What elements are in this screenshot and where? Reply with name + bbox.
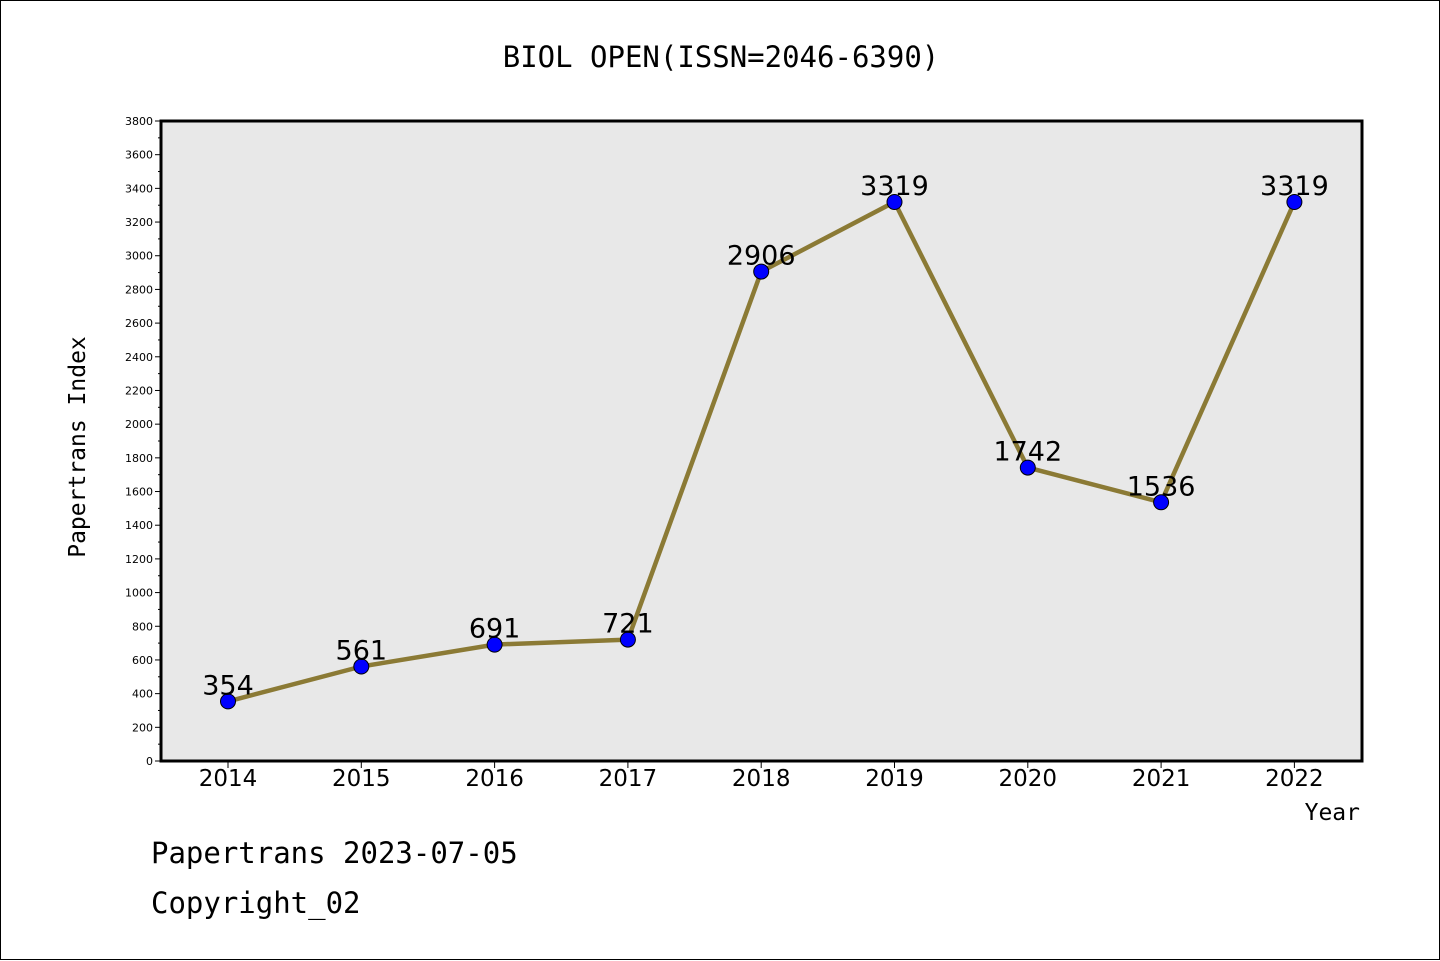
x-tick-label: 2014 [199, 766, 258, 792]
y-tick-label: 2800 [125, 283, 153, 296]
x-tick-label: 2018 [732, 766, 791, 792]
data-label: 2906 [727, 241, 796, 272]
x-tick-label: 2016 [465, 766, 524, 792]
x-tick-label: 2017 [599, 766, 658, 792]
footer-date: Papertrans 2023-07-05 [151, 836, 518, 870]
y-axis-label: Papertrans Index [65, 336, 91, 558]
data-label: 691 [469, 614, 521, 645]
data-point [1153, 494, 1170, 511]
y-tick-label: 800 [132, 620, 153, 633]
y-tick-label: 3800 [125, 115, 153, 128]
data-point [1019, 459, 1036, 476]
y-axis: 0 200 400 600 800 1000 1200 1400 1600 1800 2000 220… [125, 115, 161, 768]
x-tick-label: 2015 [332, 766, 391, 792]
data-point [886, 194, 903, 211]
data-point [753, 263, 770, 280]
chart-title: BIOL OPEN(ISSN=2046-6390) [503, 40, 940, 74]
series-layer: 354 561 691 721 2906 3319 1742 1536 3319 [202, 171, 1329, 710]
data-point [619, 631, 636, 648]
x-tick-label: 2019 [865, 766, 924, 792]
y-tick-label: 2200 [125, 384, 153, 397]
data-label: 721 [602, 609, 654, 640]
x-tick-label: 2021 [1132, 766, 1191, 792]
data-label: 354 [202, 670, 254, 701]
y-tick-label: 2400 [125, 351, 153, 364]
data-label: 3319 [1260, 171, 1329, 202]
y-tick-label: 200 [132, 721, 153, 734]
y-tick-label: 2600 [125, 317, 153, 330]
data-label: 1742 [993, 437, 1062, 468]
x-axis-label: Year [1305, 800, 1360, 826]
y-tick-label: 400 [132, 688, 153, 701]
plot-border [159, 119, 1364, 763]
data-point [220, 693, 236, 710]
y-tick-label: 0 [146, 755, 153, 768]
data-point [486, 636, 503, 653]
data-point [353, 658, 370, 675]
data-point [1286, 194, 1303, 211]
y-tick-label: 3000 [125, 250, 153, 263]
y-tick-label: 600 [132, 654, 153, 667]
y-tick-label: 1800 [125, 452, 153, 465]
data-label: 561 [336, 636, 388, 667]
y-tick-label: 3600 [125, 149, 153, 162]
x-tick-label: 2020 [999, 766, 1058, 792]
y-tick-label: 3200 [125, 216, 153, 229]
x-tick-label: 2022 [1265, 766, 1324, 792]
y-tick-label: 2000 [125, 418, 153, 431]
y-tick-label: 1400 [125, 519, 153, 532]
y-tick-label: 1200 [125, 553, 153, 566]
footer-copyright: Copyright_02 [151, 886, 361, 920]
y-tick-label: 3400 [125, 182, 153, 195]
y-tick-label: 1000 [125, 587, 153, 600]
y-tick-label: 1600 [125, 486, 153, 499]
data-label: 1536 [1127, 471, 1196, 502]
data-label: 3319 [860, 171, 929, 202]
x-axis: 2014 2015 2016 2017 2018 2019 2020 2021 2022 [199, 761, 1324, 792]
plot-area [161, 121, 1362, 761]
